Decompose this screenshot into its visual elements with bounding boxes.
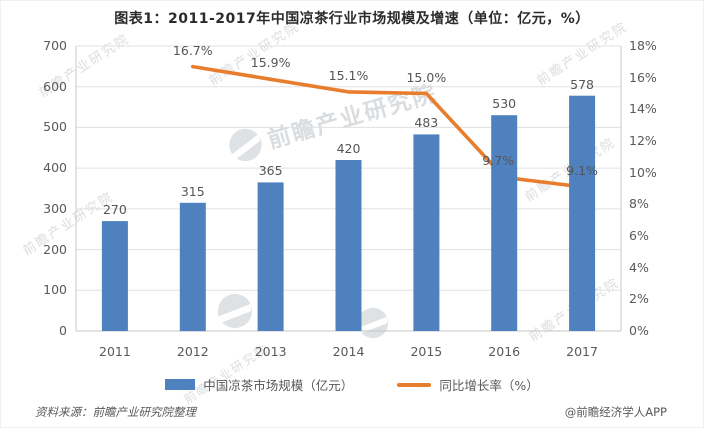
chart-legend: 中国凉茶市场规模（亿元） 同比增长率（%）	[1, 375, 703, 394]
legend-label-growth-rate: 同比增长率（%）	[439, 378, 539, 393]
credit-note: @前瞻经济学人APP	[564, 405, 667, 419]
bar-series-swatch-icon	[165, 379, 196, 390]
chart-title: 图表1：2011-2017年中国凉茶行业市场规模及增速（单位：亿元，%）	[114, 11, 590, 27]
line-series-swatch-icon	[397, 382, 432, 387]
legend-item-growth-rate: 同比增长率（%）	[397, 375, 539, 394]
legend-item-market-size: 中国凉茶市场规模（亿元）	[165, 375, 353, 394]
source-note: 资料来源：前瞻产业研究院整理	[35, 405, 196, 419]
legend-label-market-size: 中国凉茶市场规模（亿元）	[203, 378, 354, 393]
chart-footer: 资料来源：前瞻产业研究院整理 @前瞻经济学人APP	[35, 404, 667, 420]
